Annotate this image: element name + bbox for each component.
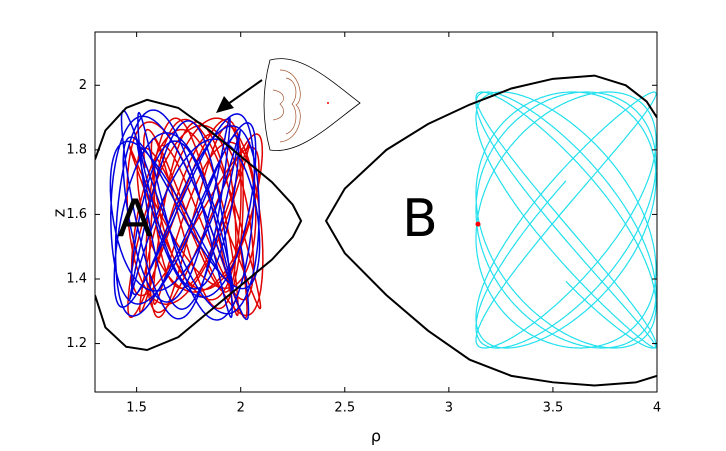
x-tick-label: 3.5 xyxy=(543,401,564,416)
x-tick-label: 4 xyxy=(653,401,661,416)
y-axis-label: z xyxy=(50,209,69,217)
y-tick-label: 1.2 xyxy=(66,336,87,351)
point xyxy=(475,221,481,227)
plot-frame xyxy=(94,31,658,393)
x-axis-label: ρ xyxy=(371,427,381,446)
boundary-line xyxy=(95,98,303,352)
boundary-line xyxy=(324,74,657,387)
annotation: A xyxy=(117,189,153,249)
inset xyxy=(263,58,361,151)
x-tick-label: 2.5 xyxy=(334,401,355,416)
y-tick-label: 1.4 xyxy=(66,271,87,286)
y-tick-label: 2 xyxy=(79,78,87,93)
annotation: B xyxy=(402,189,438,249)
orbit xyxy=(126,117,264,319)
orbits xyxy=(95,74,657,387)
x-tick-label: 2 xyxy=(237,401,245,416)
x-tick-label: 1.5 xyxy=(126,401,147,416)
x-tick-label: 3 xyxy=(445,401,453,416)
arrow xyxy=(216,79,263,113)
orbit xyxy=(109,109,261,321)
y-tick-label: 1.6 xyxy=(66,207,87,222)
orbit xyxy=(475,91,657,349)
y-tick-label: 1.8 xyxy=(66,142,87,157)
